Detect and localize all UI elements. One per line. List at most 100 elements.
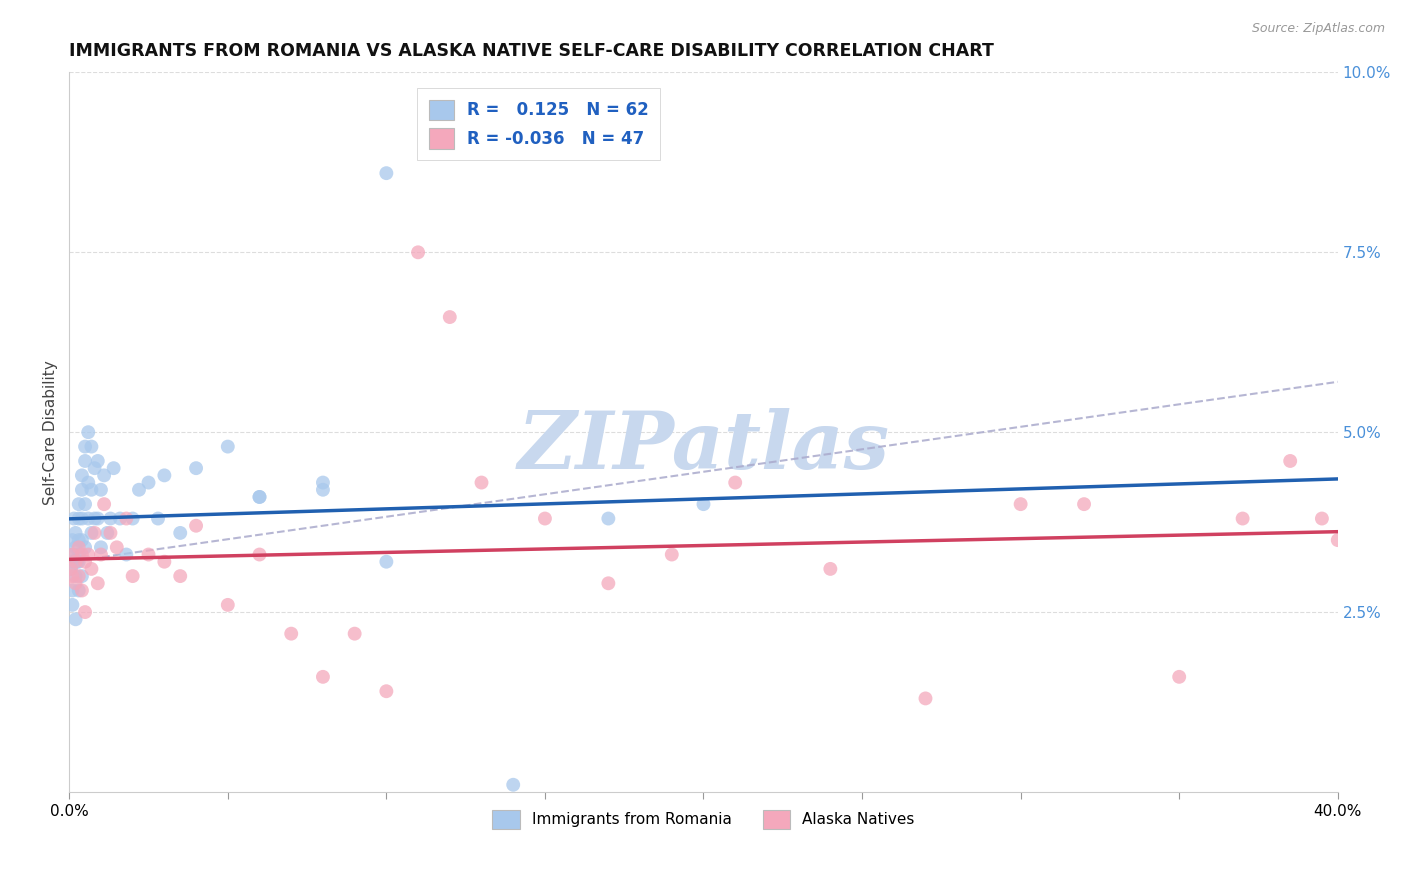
Point — [105, 541, 128, 555]
Text: ZIPatlas: ZIPatlas — [517, 408, 890, 485]
Point — [75, 440, 97, 454]
Point — [60, 569, 83, 583]
Text: IMMIGRANTS FROM ROMANIA VS ALASKA NATIVE SELF-CARE DISABILITY CORRELATION CHART: IMMIGRANTS FROM ROMANIA VS ALASKA NATIVE… — [69, 42, 994, 60]
Point — [75, 541, 97, 555]
Point — [312, 483, 335, 497]
Point — [60, 598, 83, 612]
Point — [108, 511, 131, 525]
Point — [406, 245, 429, 260]
Point — [534, 511, 557, 525]
Point — [70, 511, 93, 525]
Point — [121, 511, 143, 525]
Point — [75, 555, 97, 569]
Point — [1073, 497, 1095, 511]
Point — [65, 525, 87, 540]
Point — [1168, 670, 1191, 684]
Point — [100, 525, 122, 540]
Point — [153, 555, 176, 569]
Point — [312, 670, 335, 684]
Point — [96, 525, 118, 540]
Point — [169, 525, 191, 540]
Point — [90, 548, 112, 562]
Point — [77, 548, 100, 562]
Point — [115, 511, 138, 525]
Point — [598, 576, 620, 591]
Point — [1010, 497, 1032, 511]
Text: Source: ZipAtlas.com: Source: ZipAtlas.com — [1251, 22, 1385, 36]
Point — [77, 475, 100, 490]
Point — [598, 511, 620, 525]
Point — [87, 511, 110, 525]
Point — [75, 605, 97, 619]
Point — [90, 541, 112, 555]
Point — [65, 555, 87, 569]
Point — [121, 569, 143, 583]
Point — [65, 612, 87, 626]
Point — [249, 548, 271, 562]
Point — [60, 583, 83, 598]
Point — [249, 490, 271, 504]
Point — [80, 525, 103, 540]
Point — [169, 569, 191, 583]
Point — [1279, 454, 1302, 468]
Point — [60, 533, 83, 548]
Point — [65, 576, 87, 591]
Point — [217, 440, 239, 454]
Point — [115, 548, 138, 562]
Point — [375, 555, 398, 569]
Point — [153, 468, 176, 483]
Point — [138, 475, 160, 490]
Point — [692, 497, 714, 511]
Point — [67, 533, 90, 548]
Point — [724, 475, 747, 490]
Point — [217, 598, 239, 612]
Point — [70, 583, 93, 598]
Point — [439, 310, 461, 324]
Point — [65, 569, 87, 583]
Legend: Immigrants from Romania, Alaska Natives: Immigrants from Romania, Alaska Natives — [486, 804, 921, 835]
Point — [66, 555, 89, 569]
Point — [87, 576, 110, 591]
Point — [67, 511, 90, 525]
Point — [128, 483, 150, 497]
Point — [103, 461, 125, 475]
Point — [90, 483, 112, 497]
Point — [77, 425, 100, 440]
Point — [70, 548, 93, 562]
Point — [343, 626, 366, 640]
Point — [70, 533, 93, 548]
Point — [67, 569, 90, 583]
Point — [59, 562, 82, 576]
Point — [67, 548, 90, 562]
Point — [375, 684, 398, 698]
Point — [280, 626, 302, 640]
Point — [87, 454, 110, 468]
Point — [914, 691, 936, 706]
Point — [820, 562, 842, 576]
Point — [70, 468, 93, 483]
Point — [138, 548, 160, 562]
Point — [93, 468, 115, 483]
Point — [80, 440, 103, 454]
Point — [83, 525, 105, 540]
Point — [67, 555, 90, 569]
Point — [470, 475, 492, 490]
Point — [184, 518, 207, 533]
Point — [60, 555, 83, 569]
Point — [70, 483, 93, 497]
Point — [100, 511, 122, 525]
Point — [1232, 511, 1254, 525]
Point — [375, 166, 398, 180]
Point — [60, 548, 83, 562]
Point — [146, 511, 169, 525]
Point — [502, 778, 524, 792]
Point — [1310, 511, 1333, 525]
Point — [184, 461, 207, 475]
Point — [70, 569, 93, 583]
Point — [63, 511, 86, 525]
Point — [67, 497, 90, 511]
Point — [83, 511, 105, 525]
Point — [75, 454, 97, 468]
Point — [59, 562, 82, 576]
Point — [93, 497, 115, 511]
